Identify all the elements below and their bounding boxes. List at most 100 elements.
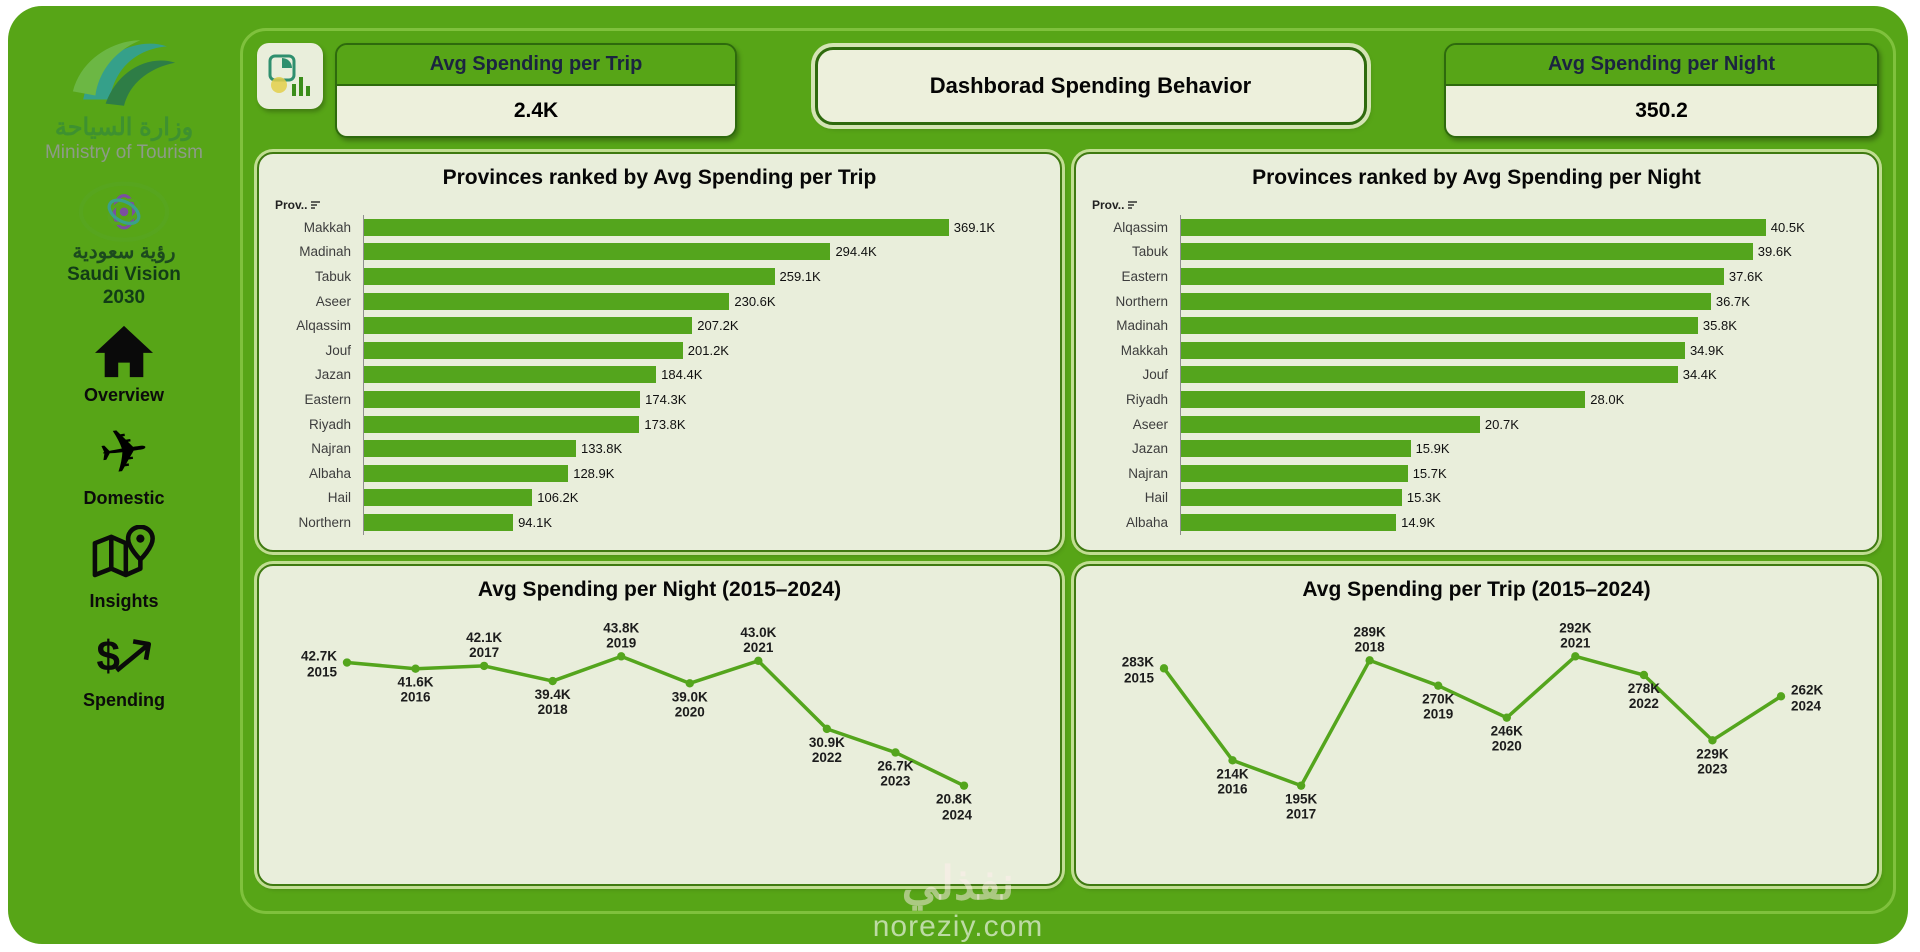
bar-row[interactable]: Jouf 34.4K: [1092, 363, 1861, 388]
line-charts-row: Avg Spending per Night (2015–2024) 42.7K…: [257, 564, 1879, 886]
bar[interactable]: [364, 489, 533, 507]
data-point[interactable]: [1571, 652, 1580, 661]
data-point[interactable]: [1365, 656, 1374, 665]
bar[interactable]: [1181, 513, 1397, 531]
analytics-icon: [268, 54, 310, 96]
bar-row[interactable]: Aseer 20.7K: [1092, 412, 1861, 437]
data-point[interactable]: [342, 658, 352, 667]
bar-row[interactable]: Alqassim 207.2K: [275, 313, 1044, 338]
data-point[interactable]: [411, 664, 420, 673]
bar-row[interactable]: Alqassim 40.5K: [1092, 215, 1861, 240]
bar[interactable]: [364, 292, 730, 310]
bar-row[interactable]: Hail 106.2K: [275, 486, 1044, 511]
sidebar-item-domestic[interactable]: ✈ Domestic: [83, 415, 164, 509]
province-column-header[interactable]: Prov..: [1092, 198, 1139, 212]
data-point[interactable]: [822, 724, 832, 734]
data-point[interactable]: [891, 748, 900, 757]
bar[interactable]: [364, 218, 949, 236]
bar[interactable]: [364, 317, 693, 335]
bar-track: 28.0K: [1174, 390, 1861, 408]
bar[interactable]: [1181, 267, 1724, 285]
data-point[interactable]: [959, 781, 969, 790]
category-label: Jazan: [314, 367, 351, 383]
dashboard-title-card: Dashborad Spending Behavior: [814, 47, 1367, 125]
bar-row[interactable]: Najran 133.8K: [275, 436, 1044, 461]
bar-row[interactable]: Riyadh 173.8K: [275, 412, 1044, 437]
report-icon-button[interactable]: [257, 43, 323, 109]
bar-row[interactable]: Aseer 230.6K: [275, 289, 1044, 314]
data-point[interactable]: [479, 661, 489, 671]
bar-row[interactable]: Makkah 369.1K: [275, 215, 1044, 240]
category-label: Alqassim: [1113, 219, 1168, 235]
data-point[interactable]: [685, 679, 694, 688]
data-point[interactable]: [1159, 664, 1169, 673]
bar-row[interactable]: Makkah 34.9K: [1092, 338, 1861, 363]
data-point[interactable]: [1776, 692, 1786, 701]
bar[interactable]: [1181, 440, 1411, 458]
bar[interactable]: [1181, 292, 1711, 310]
bar-row[interactable]: Madinah 294.4K: [275, 240, 1044, 265]
bar[interactable]: [364, 390, 641, 408]
bar[interactable]: [364, 415, 640, 433]
bar[interactable]: [364, 366, 657, 384]
bar[interactable]: [1181, 415, 1480, 433]
sidebar-item-overview[interactable]: Overview: [84, 323, 164, 406]
data-label: 42.1K: [466, 630, 502, 645]
bar[interactable]: [364, 243, 831, 261]
bar-row[interactable]: Madinah 35.8K: [1092, 313, 1861, 338]
data-point[interactable]: [617, 652, 626, 661]
bar-row[interactable]: Albaha 14.9K: [1092, 510, 1861, 535]
sidebar-item-spending[interactable]: $ Spending: [83, 628, 165, 711]
bar[interactable]: [1181, 366, 1678, 384]
data-point[interactable]: [1502, 713, 1511, 722]
bar-value-label: 39.6K: [1757, 244, 1792, 260]
bar-row[interactable]: Eastern 37.6K: [1092, 264, 1861, 289]
bar[interactable]: [1181, 341, 1685, 359]
data-point[interactable]: [1708, 736, 1717, 745]
bar-value-label: 184.4K: [661, 367, 703, 383]
category-label: Hail: [1144, 490, 1168, 506]
sort-icon: [1128, 201, 1138, 209]
bar[interactable]: [364, 464, 569, 482]
bar[interactable]: [1181, 317, 1698, 335]
bar-value-label: 36.7K: [1715, 293, 1750, 309]
bar-row[interactable]: Jouf 201.2K: [275, 338, 1044, 363]
bar-row[interactable]: Jazan 184.4K: [275, 363, 1044, 388]
data-point[interactable]: [754, 656, 763, 666]
sidebar-item-insights[interactable]: Insights: [89, 525, 159, 612]
bar-row[interactable]: Hail 15.3K: [1092, 486, 1861, 511]
category-label: Madinah: [1116, 318, 1168, 334]
bar-row[interactable]: Riyadh 28.0K: [1092, 387, 1861, 412]
bar[interactable]: [364, 513, 514, 531]
category-label: Eastern: [304, 391, 351, 407]
bar[interactable]: [1181, 243, 1753, 261]
data-label: 2020: [675, 704, 705, 719]
bar-row[interactable]: Albaha 128.9K: [275, 461, 1044, 486]
data-point[interactable]: [1296, 781, 1306, 790]
data-point[interactable]: [548, 676, 557, 686]
bar-value-label: 35.8K: [1702, 318, 1737, 334]
province-column-header[interactable]: Prov..: [275, 198, 322, 212]
data-point[interactable]: [1434, 681, 1443, 690]
bar[interactable]: [1181, 218, 1766, 236]
data-point[interactable]: [1228, 756, 1237, 765]
bar-track: 20.7K: [1174, 415, 1861, 433]
bar[interactable]: [1181, 489, 1402, 507]
bar[interactable]: [364, 341, 683, 359]
data-label: 289K: [1354, 624, 1387, 639]
bar-row[interactable]: Eastern 174.3K: [275, 387, 1044, 412]
bar[interactable]: [1181, 390, 1586, 408]
bar-track: 294.4K: [357, 243, 1044, 261]
bar-row[interactable]: Tabuk 39.6K: [1092, 240, 1861, 265]
watermark-site: noreziy.com: [872, 910, 1044, 943]
bar-row[interactable]: Northern 94.1K: [275, 510, 1044, 535]
bar-row[interactable]: Northern 36.7K: [1092, 289, 1861, 314]
bar[interactable]: [364, 440, 576, 458]
data-point[interactable]: [1639, 670, 1649, 680]
bar[interactable]: [1181, 464, 1408, 482]
bar[interactable]: [364, 267, 775, 285]
bar-row[interactable]: Jazan 15.9K: [1092, 436, 1861, 461]
bar-row[interactable]: Tabuk 259.1K: [275, 264, 1044, 289]
data-label: 2021: [743, 640, 774, 655]
bar-row[interactable]: Najran 15.7K: [1092, 461, 1861, 486]
